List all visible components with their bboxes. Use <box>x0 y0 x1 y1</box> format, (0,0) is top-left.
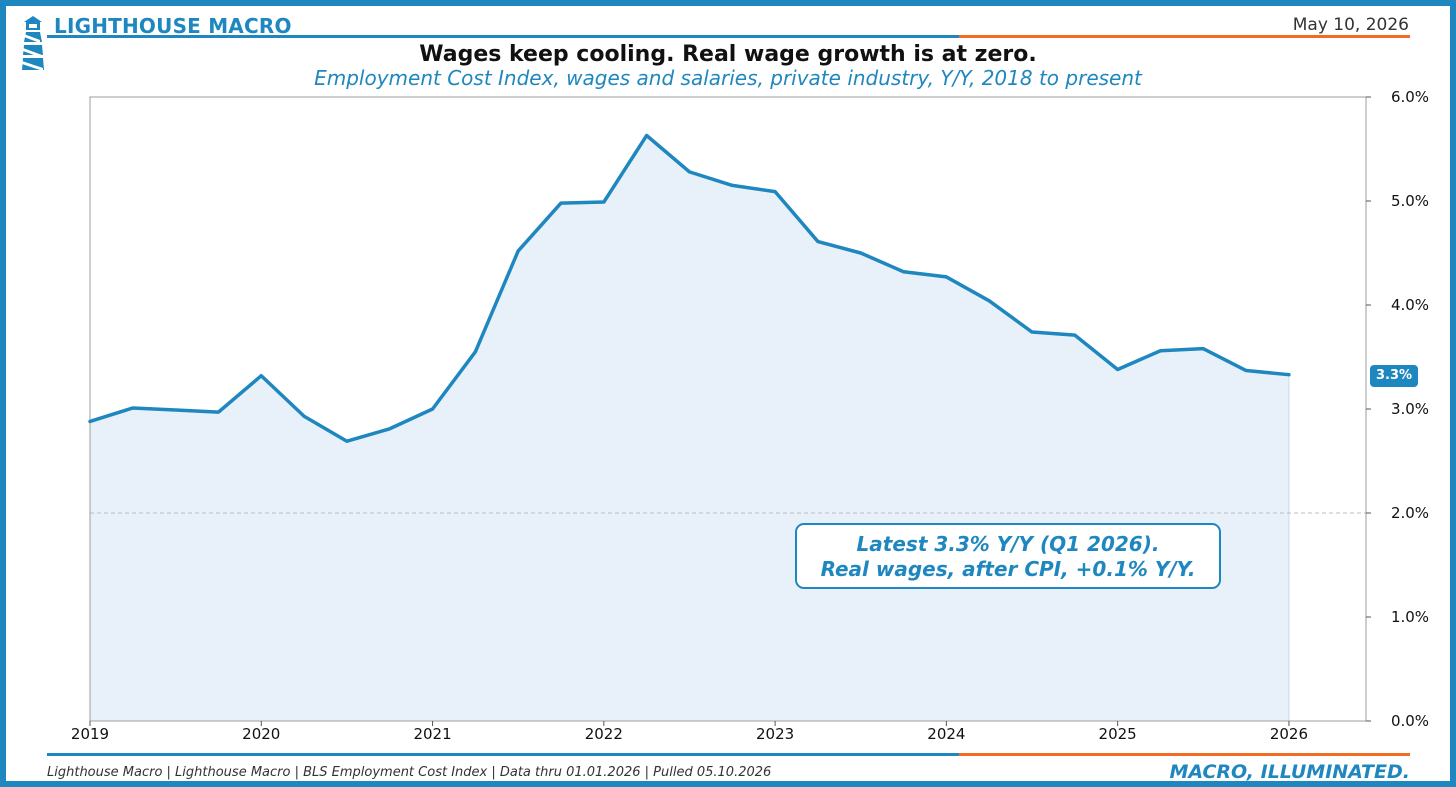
footer-source: Lighthouse Macro | Lighthouse Macro | BL… <box>47 765 772 780</box>
y-tick-label: 4.0% <box>1391 296 1429 314</box>
x-tick-label: 2019 <box>71 725 109 743</box>
header-rule-orange <box>959 35 1410 38</box>
footer-rule-orange <box>959 753 1410 756</box>
annotation-line-2: Real wages, after CPI, +0.1% Y/Y. <box>820 557 1196 581</box>
y-tick-label: 5.0% <box>1391 192 1429 210</box>
x-tick-label: 2021 <box>413 725 451 743</box>
lighthouse-icon <box>22 16 44 71</box>
brand-name: LIGHTHOUSE MACRO <box>54 14 292 38</box>
chart-title: Wages keep cooling. Real wage growth is … <box>419 42 1037 67</box>
y-tick-label: 1.0% <box>1391 608 1429 626</box>
latest-annotation-box: Latest 3.3% Y/Y (Q1 2026). Real wages, a… <box>795 523 1221 589</box>
footer-tagline: MACRO, ILLUMINATED. <box>1169 761 1410 783</box>
x-tick-label: 2024 <box>927 725 965 743</box>
last-value-badge: 3.3% <box>1370 365 1418 387</box>
header-date: May 10, 2026 <box>1292 15 1409 35</box>
y-tick-label: 6.0% <box>1391 88 1429 106</box>
y-tick-label: 0.0% <box>1391 712 1429 730</box>
chart-subtitle: Employment Cost Index, wages and salarie… <box>314 66 1142 90</box>
x-tick-label: 2022 <box>585 725 623 743</box>
x-tick-label: 2025 <box>1099 725 1137 743</box>
x-tick-label: 2026 <box>1270 725 1308 743</box>
header-rule-blue <box>47 35 959 38</box>
annotation-line-1: Latest 3.3% Y/Y (Q1 2026). <box>856 532 1160 556</box>
y-tick-label: 3.0% <box>1391 400 1429 418</box>
y-tick-label: 2.0% <box>1391 504 1429 522</box>
footer-rule-blue <box>47 753 959 756</box>
x-tick-label: 2023 <box>756 725 794 743</box>
x-tick-label: 2020 <box>242 725 280 743</box>
series-area-fill <box>90 135 1289 722</box>
series-line <box>88 133 1291 443</box>
